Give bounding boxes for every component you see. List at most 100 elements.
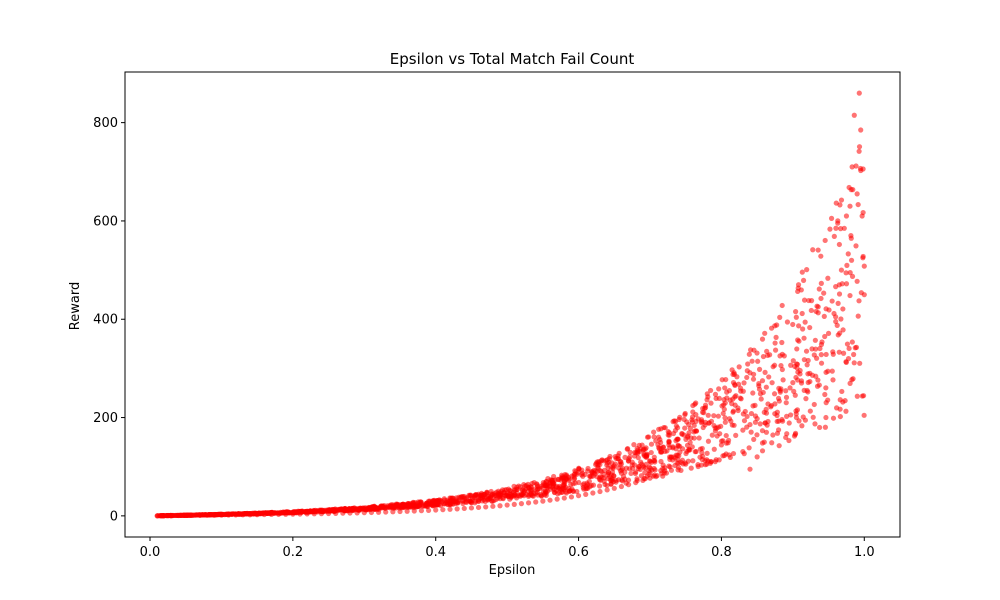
data-point: [830, 415, 837, 421]
data-point: [829, 368, 835, 374]
data-point: [670, 419, 676, 425]
data-point: [673, 438, 679, 444]
data-point: [791, 388, 797, 394]
data-point: [610, 478, 617, 485]
data-point: [802, 319, 808, 325]
data-point: [202, 512, 208, 518]
data-point: [792, 430, 799, 436]
data-point: [215, 511, 221, 518]
data-point: [732, 394, 738, 400]
data-point: [749, 358, 755, 364]
data-point: [721, 452, 728, 459]
data-point: [794, 346, 800, 352]
data-point: [814, 383, 821, 389]
data-point: [744, 424, 750, 430]
data-point: [687, 425, 693, 432]
data-point: [536, 486, 543, 492]
x-tick-label: 0.0: [140, 545, 161, 560]
data-point: [731, 371, 738, 377]
data-point: [704, 450, 710, 456]
data-point: [658, 426, 664, 432]
data-point: [584, 485, 590, 491]
data-point: [693, 418, 699, 424]
data-point: [359, 505, 365, 512]
data-point: [737, 395, 743, 401]
data-point: [801, 297, 808, 303]
data-point: [823, 414, 829, 421]
data-point: [558, 486, 565, 493]
data-point: [856, 148, 862, 154]
data-point: [475, 504, 482, 511]
data-point: [618, 470, 625, 476]
data-point: [286, 509, 292, 515]
data-point: [776, 398, 782, 404]
data-point: [673, 446, 679, 452]
data-point: [730, 408, 737, 414]
data-point: [796, 338, 802, 344]
data-point: [708, 387, 714, 394]
data-point: [705, 412, 711, 418]
data-point: [853, 163, 859, 169]
data-point: [655, 442, 661, 448]
data-point: [763, 406, 769, 412]
data-point: [762, 330, 768, 336]
data-point: [704, 397, 710, 403]
data-point: [777, 314, 783, 320]
data-point: [805, 357, 811, 364]
data-point: [752, 419, 759, 425]
data-point: [746, 351, 752, 357]
data-point: [860, 209, 866, 216]
data-point: [722, 419, 728, 425]
data-point: [596, 483, 603, 489]
data-point: [604, 462, 610, 468]
data-point: [342, 506, 349, 512]
data-point: [154, 513, 161, 519]
data-point: [647, 458, 653, 464]
data-point: [747, 370, 753, 376]
data-point: [583, 491, 589, 497]
data-point: [800, 414, 806, 420]
data-point: [756, 386, 763, 392]
data-point: [629, 462, 635, 468]
data-point: [674, 425, 681, 431]
data-point: [838, 316, 844, 322]
data-point: [740, 411, 746, 417]
y-tick-label: 400: [93, 313, 118, 328]
data-point: [668, 454, 674, 460]
data-point: [752, 413, 759, 419]
data-point: [771, 391, 778, 397]
data-point: [598, 457, 605, 464]
data-point: [774, 430, 781, 436]
data-point: [793, 411, 799, 417]
data-point: [823, 400, 829, 406]
data-point: [651, 454, 657, 460]
data-point: [784, 319, 791, 325]
data-point: [719, 377, 725, 383]
data-point: [831, 233, 837, 239]
data-point: [811, 401, 817, 408]
data-point: [731, 422, 737, 428]
data-point: [587, 473, 593, 480]
data-point: [441, 501, 447, 507]
data-point: [840, 350, 847, 356]
data-point: [751, 436, 757, 442]
data-point: [418, 508, 425, 514]
data-point: [716, 386, 722, 392]
data-point: [783, 400, 789, 406]
data-point: [787, 385, 793, 391]
data-point: [741, 380, 747, 386]
data-point: [750, 376, 757, 382]
data-point: [264, 510, 270, 516]
data-point: [839, 388, 845, 395]
data-point: [639, 442, 645, 448]
data-point: [818, 360, 825, 366]
data-point: [517, 493, 523, 499]
data-point: [686, 446, 692, 452]
data-point: [834, 322, 840, 328]
data-point: [822, 391, 828, 398]
data-point: [736, 364, 742, 370]
data-point: [842, 398, 848, 404]
data-point: [320, 508, 326, 514]
data-point: [418, 499, 424, 505]
data-point: [758, 396, 764, 402]
